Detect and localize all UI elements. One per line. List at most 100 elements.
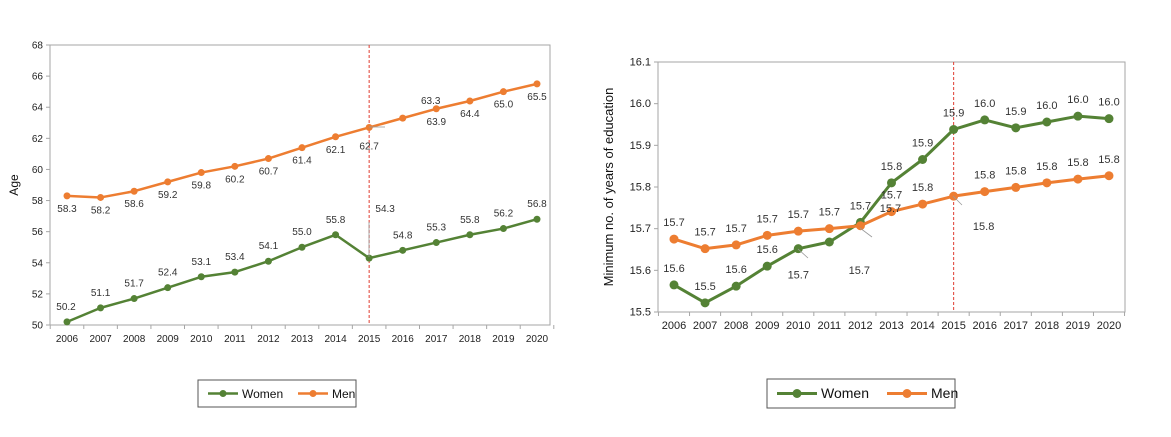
data-label-women: 15.7	[788, 270, 809, 282]
data-point-women	[432, 239, 440, 247]
data-point-women	[700, 298, 710, 308]
data-point-women	[399, 246, 407, 254]
data-label-men: 15.8	[1098, 154, 1119, 166]
x-tick-label: 2014	[910, 320, 934, 332]
label-leader-line	[952, 195, 963, 206]
data-label-women: 52.4	[158, 268, 178, 279]
y-axis-label: Age	[7, 174, 21, 196]
data-point-men	[762, 230, 772, 240]
legend-swatch-marker	[309, 390, 317, 397]
y-tick-label: 60	[32, 165, 44, 176]
data-label-women: 50.2	[56, 302, 76, 313]
x-tick-label: 2017	[1004, 320, 1028, 332]
x-tick-label: 2011	[818, 320, 842, 332]
data-label-men: 60.2	[225, 174, 245, 185]
x-tick-label: 2019	[1066, 320, 1090, 332]
data-label-men: 15.8	[1005, 165, 1026, 177]
data-point-men	[130, 187, 138, 195]
y-tick-label: 66	[32, 72, 44, 83]
legend-label-men: Men	[931, 385, 958, 401]
x-tick-label: 2007	[693, 320, 717, 332]
x-tick-label: 2012	[257, 334, 280, 345]
y-tick-label: 15.6	[630, 265, 651, 277]
data-label-women: 15.9	[1005, 106, 1026, 118]
label-leader-line	[797, 248, 809, 259]
data-point-women	[949, 125, 959, 134]
x-tick-label: 2020	[1097, 320, 1121, 332]
data-label-men: 62.7	[359, 141, 379, 152]
x-tick-label: 2012	[848, 320, 872, 332]
x-tick-label: 2020	[526, 334, 549, 345]
series-men: 15.715.7 15.715.7 15.7 15.7 15.715.715.815.8…	[663, 154, 1120, 254]
data-label-women: 53.1	[192, 257, 212, 268]
data-point-women	[824, 237, 834, 247]
x-tick-label: 2018	[1035, 320, 1059, 332]
x-tick-label: 2006	[662, 320, 686, 332]
x-tick-label: 2008	[123, 334, 146, 345]
data-point-men	[918, 199, 928, 209]
data-point-men	[1073, 174, 1083, 184]
data-label-women: 15.9	[912, 138, 933, 150]
data-label-men: 63.3	[421, 96, 441, 107]
y-tick-label: 15.7	[630, 223, 651, 235]
data-point-men	[669, 234, 679, 244]
data-point-men	[1011, 182, 1021, 192]
x-tick-label: 2015	[358, 334, 381, 345]
data-label-women: 54.1	[259, 241, 279, 252]
series-men: 58.3 58.2 58.6 59.2 59.8 60.2 60.7 61.4 62.1 62.7…	[57, 80, 547, 216]
data-point-men	[264, 155, 272, 163]
data-label-men: 15.8	[912, 182, 933, 194]
data-label-women: 54.3	[375, 204, 395, 215]
data-point-men	[499, 88, 507, 96]
data-point-men	[533, 80, 541, 88]
data-label-women: 55.0	[292, 227, 312, 238]
data-point-women	[731, 281, 741, 291]
data-point-men	[1042, 178, 1052, 188]
legend-label-men: Men	[332, 387, 355, 401]
data-point-women	[197, 273, 205, 281]
data-label-women: 51.1	[91, 288, 111, 299]
data-point-men	[1104, 171, 1114, 181]
data-label-women: 56.2	[494, 209, 514, 220]
y-tick-label: 15.8	[630, 182, 651, 194]
data-label-men: 61.4	[292, 156, 312, 167]
data-point-women	[533, 215, 541, 223]
data-point-women	[1042, 117, 1052, 127]
data-label-men: 15.8	[1036, 161, 1057, 173]
x-tick-label: 2008	[724, 320, 748, 332]
y-tick-label: 50	[32, 321, 44, 332]
data-label-women: 16.0	[1067, 94, 1088, 106]
y-tick-label: 15.5	[630, 307, 651, 319]
series-women: 50.2 51.1 51.7 52.4 53.1 53.4 54.1 55.0 55.8 54.3…	[56, 199, 547, 326]
data-label-women: 15.8	[881, 161, 902, 173]
data-label-men: 58.6	[124, 199, 144, 210]
data-point-women	[669, 280, 679, 290]
legend-swatch-marker	[792, 389, 802, 398]
x-tick-label: 2009	[157, 334, 180, 345]
x-tick-label: 2006	[56, 334, 79, 345]
data-label-women: 16.0	[1098, 97, 1119, 109]
data-label-men: 59.2	[158, 190, 178, 201]
data-point-women	[499, 225, 507, 233]
data-label-women: 55.3	[427, 223, 447, 234]
data-point-women	[918, 155, 928, 164]
data-point-men	[97, 193, 105, 201]
data-point-men	[298, 144, 306, 152]
data-label-men: 15.8	[1067, 157, 1088, 169]
x-tick-label: 2014	[324, 334, 347, 345]
data-label-men: 58.3	[57, 204, 77, 215]
x-tick-label: 2013	[291, 334, 314, 345]
legend-label-women: Women	[821, 385, 869, 401]
data-point-women	[1073, 111, 1083, 121]
data-point-men	[197, 169, 205, 177]
x-tick-label: 2013	[879, 320, 903, 332]
x-tick-label: 2009	[755, 320, 779, 332]
data-label-women: 15.7	[849, 265, 870, 277]
y-tick-label: 52	[32, 289, 44, 300]
x-tick-label: 2016	[392, 334, 415, 345]
data-label-men: 63.9	[427, 117, 447, 128]
data-label-women: 53.4	[225, 252, 245, 263]
data-label-men: 59.8	[192, 181, 212, 192]
data-label-men: 15.7	[880, 203, 901, 215]
